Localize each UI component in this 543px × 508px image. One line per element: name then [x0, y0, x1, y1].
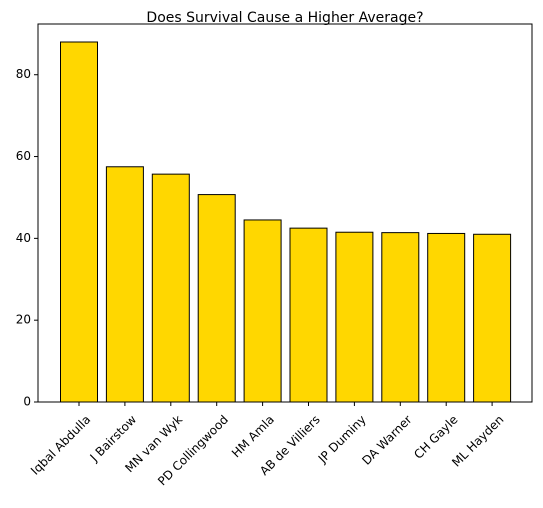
bar: [473, 233, 512, 403]
x-tick-label: Iqbal Abdulla: [28, 412, 93, 477]
y-tick-label: 0: [23, 395, 31, 409]
bar: [381, 232, 420, 403]
bar: [427, 232, 466, 403]
y-tick-label: 60: [16, 149, 31, 163]
bar: [105, 166, 144, 403]
y-tick-label: 40: [16, 231, 31, 245]
plot-frame: [37, 23, 533, 403]
x-tick-label: CH Gayle: [411, 412, 460, 461]
bar: [243, 219, 282, 403]
bar: [289, 227, 328, 403]
x-tick-label: HM Amla: [229, 412, 277, 460]
bar: [60, 41, 98, 403]
x-tick-label: DA Warner: [359, 412, 414, 467]
y-tick-label: 20: [16, 313, 31, 327]
chart-title: Does Survival Cause a Higher Average?: [146, 10, 423, 26]
bar: [335, 231, 374, 403]
y-tick-label: 80: [16, 67, 31, 81]
bar: [197, 194, 236, 403]
bar: [151, 173, 190, 403]
